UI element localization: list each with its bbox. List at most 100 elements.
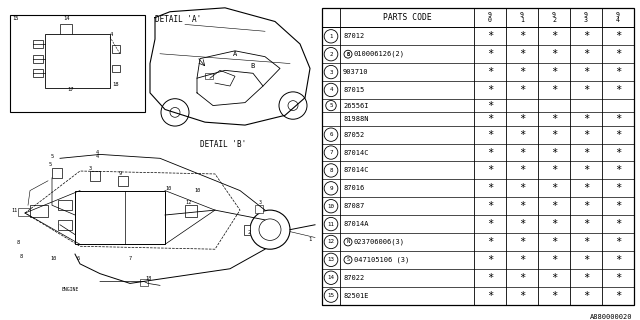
Text: *: *: [487, 130, 493, 140]
Text: *: *: [615, 49, 621, 59]
Text: 6: 6: [76, 256, 79, 261]
Text: 9
0: 9 0: [488, 12, 492, 23]
Circle shape: [324, 164, 338, 177]
Bar: [75, 191, 165, 244]
Text: 8: 8: [329, 168, 333, 173]
Text: *: *: [551, 201, 557, 211]
Circle shape: [344, 50, 352, 58]
Text: 5: 5: [329, 103, 333, 108]
Text: DETAIL 'B': DETAIL 'B': [200, 140, 246, 149]
Text: *: *: [487, 148, 493, 157]
Bar: [58, 200, 72, 210]
Circle shape: [344, 256, 352, 264]
Circle shape: [344, 238, 352, 246]
Text: *: *: [551, 237, 557, 247]
Text: *: *: [487, 291, 493, 300]
Text: *: *: [487, 165, 493, 175]
Text: 87022: 87022: [343, 275, 364, 281]
Text: *: *: [551, 255, 557, 265]
Bar: [52, 168, 62, 178]
Text: *: *: [615, 219, 621, 229]
Text: *: *: [519, 165, 525, 175]
Text: 4: 4: [95, 154, 99, 159]
Text: 81988N: 81988N: [343, 116, 369, 122]
Text: 1: 1: [308, 237, 311, 242]
Text: *: *: [615, 114, 621, 124]
Text: *: *: [615, 273, 621, 283]
Text: *: *: [487, 114, 493, 124]
Bar: [118, 176, 128, 186]
Text: *: *: [487, 183, 493, 193]
Text: *: *: [583, 130, 589, 140]
Bar: [185, 205, 197, 217]
Text: 14: 14: [63, 16, 70, 21]
Text: 18: 18: [145, 276, 151, 281]
Text: 11: 11: [328, 221, 335, 227]
Text: *: *: [519, 237, 525, 247]
Text: *: *: [551, 148, 557, 157]
Text: 9: 9: [118, 172, 122, 176]
Bar: [112, 65, 120, 72]
Text: *: *: [487, 201, 493, 211]
Text: 12: 12: [328, 239, 335, 244]
Text: *: *: [551, 219, 557, 229]
Bar: [30, 205, 48, 217]
Text: 7: 7: [329, 150, 333, 155]
Text: *: *: [487, 67, 493, 77]
Text: *: *: [583, 255, 589, 265]
Text: 9: 9: [329, 186, 333, 191]
Text: *: *: [583, 85, 589, 95]
Text: 9
4: 9 4: [616, 12, 620, 23]
Text: *: *: [487, 219, 493, 229]
Text: *: *: [615, 255, 621, 265]
Text: 17: 17: [67, 87, 74, 92]
Circle shape: [324, 200, 338, 213]
Text: *: *: [583, 183, 589, 193]
Circle shape: [324, 182, 338, 195]
Text: 9
3: 9 3: [584, 12, 588, 23]
Text: *: *: [519, 148, 525, 157]
Circle shape: [259, 219, 281, 240]
Text: 87015: 87015: [343, 87, 364, 93]
Text: *: *: [519, 85, 525, 95]
Bar: [10, 15, 145, 112]
Text: *: *: [615, 291, 621, 300]
Circle shape: [161, 99, 189, 126]
Text: *: *: [551, 165, 557, 175]
Bar: [45, 34, 110, 88]
Text: *: *: [519, 130, 525, 140]
Text: *: *: [615, 183, 621, 193]
Text: *: *: [615, 148, 621, 157]
Text: 4: 4: [110, 32, 113, 37]
Text: 87014A: 87014A: [343, 221, 369, 227]
Text: *: *: [551, 114, 557, 124]
Bar: [58, 220, 72, 230]
Bar: [255, 205, 263, 213]
Text: 2: 2: [329, 52, 333, 57]
Text: *: *: [487, 85, 493, 95]
Bar: [112, 45, 120, 53]
Circle shape: [279, 92, 307, 119]
Text: *: *: [615, 31, 621, 41]
Text: B: B: [346, 52, 349, 57]
Text: 903710: 903710: [343, 69, 369, 75]
Text: *: *: [583, 148, 589, 157]
Text: *: *: [583, 31, 589, 41]
Text: 4: 4: [329, 87, 333, 92]
Text: A880000020: A880000020: [589, 314, 632, 320]
Circle shape: [324, 289, 338, 302]
Text: 2: 2: [248, 230, 252, 235]
Bar: [33, 40, 43, 48]
Bar: [140, 278, 148, 286]
Text: 8: 8: [20, 253, 23, 259]
Circle shape: [324, 217, 338, 231]
Text: *: *: [551, 49, 557, 59]
Bar: [205, 73, 213, 79]
Text: 047105106 (3): 047105106 (3): [354, 257, 409, 263]
Text: *: *: [551, 130, 557, 140]
Text: *: *: [487, 100, 493, 111]
Text: *: *: [583, 219, 589, 229]
Circle shape: [324, 65, 338, 79]
Text: 87016: 87016: [343, 185, 364, 191]
Text: A: A: [233, 51, 237, 57]
